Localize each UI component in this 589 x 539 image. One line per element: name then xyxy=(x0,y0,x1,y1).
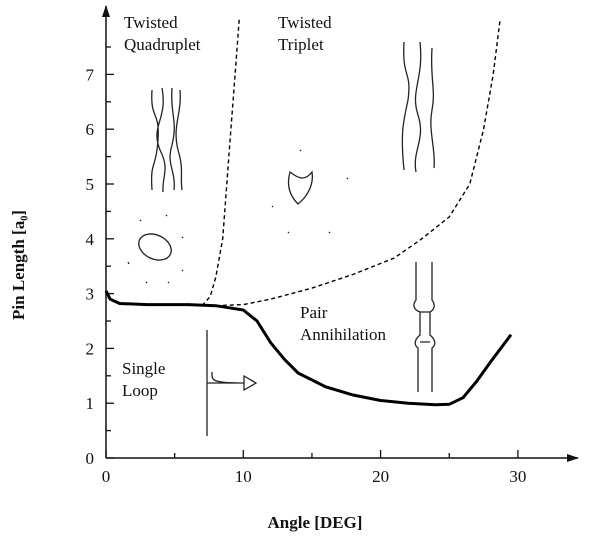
y-tick-label: 2 xyxy=(86,339,95,358)
x-axis-label: Angle [DEG] xyxy=(268,513,363,532)
y-tick-label: 3 xyxy=(86,285,95,304)
y-axis-label: Pin Length [a₀] xyxy=(9,210,28,320)
y-tick-label: 7 xyxy=(86,65,95,84)
region-label: Pair Annihilation xyxy=(300,303,386,344)
sketches xyxy=(127,41,436,436)
region-label: Single Loop xyxy=(122,359,165,400)
phase-boundary xyxy=(104,290,513,407)
x-tick-label: 0 xyxy=(102,467,111,486)
region-label: Twisted Triplet xyxy=(278,13,332,54)
region-label: Twisted Quadruplet xyxy=(124,13,201,54)
phase-boundary-dashed xyxy=(215,19,501,307)
x-tick-label: 10 xyxy=(235,467,252,486)
y-tick-label: 5 xyxy=(86,175,95,194)
region-label-line: Twisted xyxy=(278,13,332,32)
y-tick-label: 4 xyxy=(86,230,95,249)
y-tick-label: 6 xyxy=(86,120,95,139)
region-label-line: Annihilation xyxy=(300,325,386,344)
region-label-line: Triplet xyxy=(278,35,324,54)
region-label-line: Loop xyxy=(122,381,158,400)
region-label-line: Pair xyxy=(300,303,328,322)
region-label-line: Twisted xyxy=(124,13,178,32)
x-tick-label: 30 xyxy=(509,467,526,486)
phase-boundary-dashed xyxy=(201,19,240,307)
x-tick-label: 20 xyxy=(372,467,389,486)
y-tick-label: 1 xyxy=(86,394,95,413)
region-label-line: Quadruplet xyxy=(124,35,201,54)
region-label-line: Single xyxy=(122,359,165,378)
y-tick-label: 0 xyxy=(86,449,95,468)
